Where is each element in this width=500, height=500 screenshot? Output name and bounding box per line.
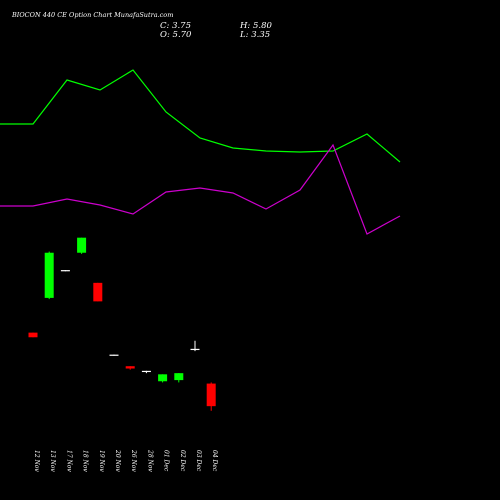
x-tick-label: 26 Nov bbox=[130, 449, 137, 472]
candle-body bbox=[77, 237, 87, 253]
x-tick-label: 03 Dec bbox=[195, 450, 202, 472]
candle-body bbox=[141, 370, 151, 373]
candle-body bbox=[158, 374, 168, 382]
magenta-indicator-line bbox=[0, 143, 401, 235]
candle bbox=[190, 340, 200, 352]
candle-body bbox=[28, 332, 38, 338]
candle-body bbox=[109, 354, 119, 356]
high-value: H: 5.80 bbox=[240, 21, 272, 31]
chart-title: BIOCON 440 CE Option Chart MunafaSutra.c… bbox=[12, 11, 174, 19]
candle-body bbox=[190, 348, 200, 351]
candle bbox=[28, 332, 38, 338]
candle bbox=[141, 370, 151, 374]
candle bbox=[125, 366, 135, 370]
x-tick-label: 04 Dec bbox=[211, 450, 218, 472]
candle-body bbox=[125, 366, 135, 369]
candle-body bbox=[174, 373, 184, 381]
close-value: C: 3.75 bbox=[160, 21, 191, 31]
candle bbox=[77, 237, 87, 254]
candle bbox=[206, 382, 216, 411]
candle bbox=[109, 354, 119, 356]
x-tick-label: 19 Nov bbox=[98, 450, 105, 472]
x-tick-labels: 12 Nov 13 Nov 17 Nov 18 Nov 19 Nov 20 Nov 26 N… bbox=[33, 449, 218, 472]
candle-body bbox=[93, 282, 103, 302]
green-indicator-line bbox=[0, 69, 401, 163]
indicator-lines bbox=[0, 69, 401, 235]
x-tick-label: 18 Nov bbox=[82, 450, 89, 472]
candle bbox=[60, 270, 70, 272]
x-tick-label: 01 Dec bbox=[163, 450, 170, 472]
candle bbox=[174, 373, 184, 383]
x-tick-label: 12 Nov bbox=[33, 450, 40, 472]
candle-body bbox=[60, 270, 70, 272]
x-tick-label: 28 Nov bbox=[146, 449, 153, 472]
x-tick-label: 13 Nov bbox=[49, 450, 56, 472]
open-value: O: 5.70 bbox=[160, 30, 192, 40]
x-tick-label: 20 Nov bbox=[114, 449, 121, 472]
x-tick-label: 17 Nov bbox=[65, 450, 72, 472]
candle-body bbox=[206, 383, 216, 407]
candle-body bbox=[44, 252, 54, 298]
candles bbox=[28, 237, 216, 411]
candle bbox=[93, 282, 103, 302]
low-value: L: 3.35 bbox=[240, 30, 271, 40]
x-tick-label: 02 Dec bbox=[179, 450, 186, 472]
candle bbox=[44, 251, 54, 300]
candle bbox=[158, 374, 168, 383]
